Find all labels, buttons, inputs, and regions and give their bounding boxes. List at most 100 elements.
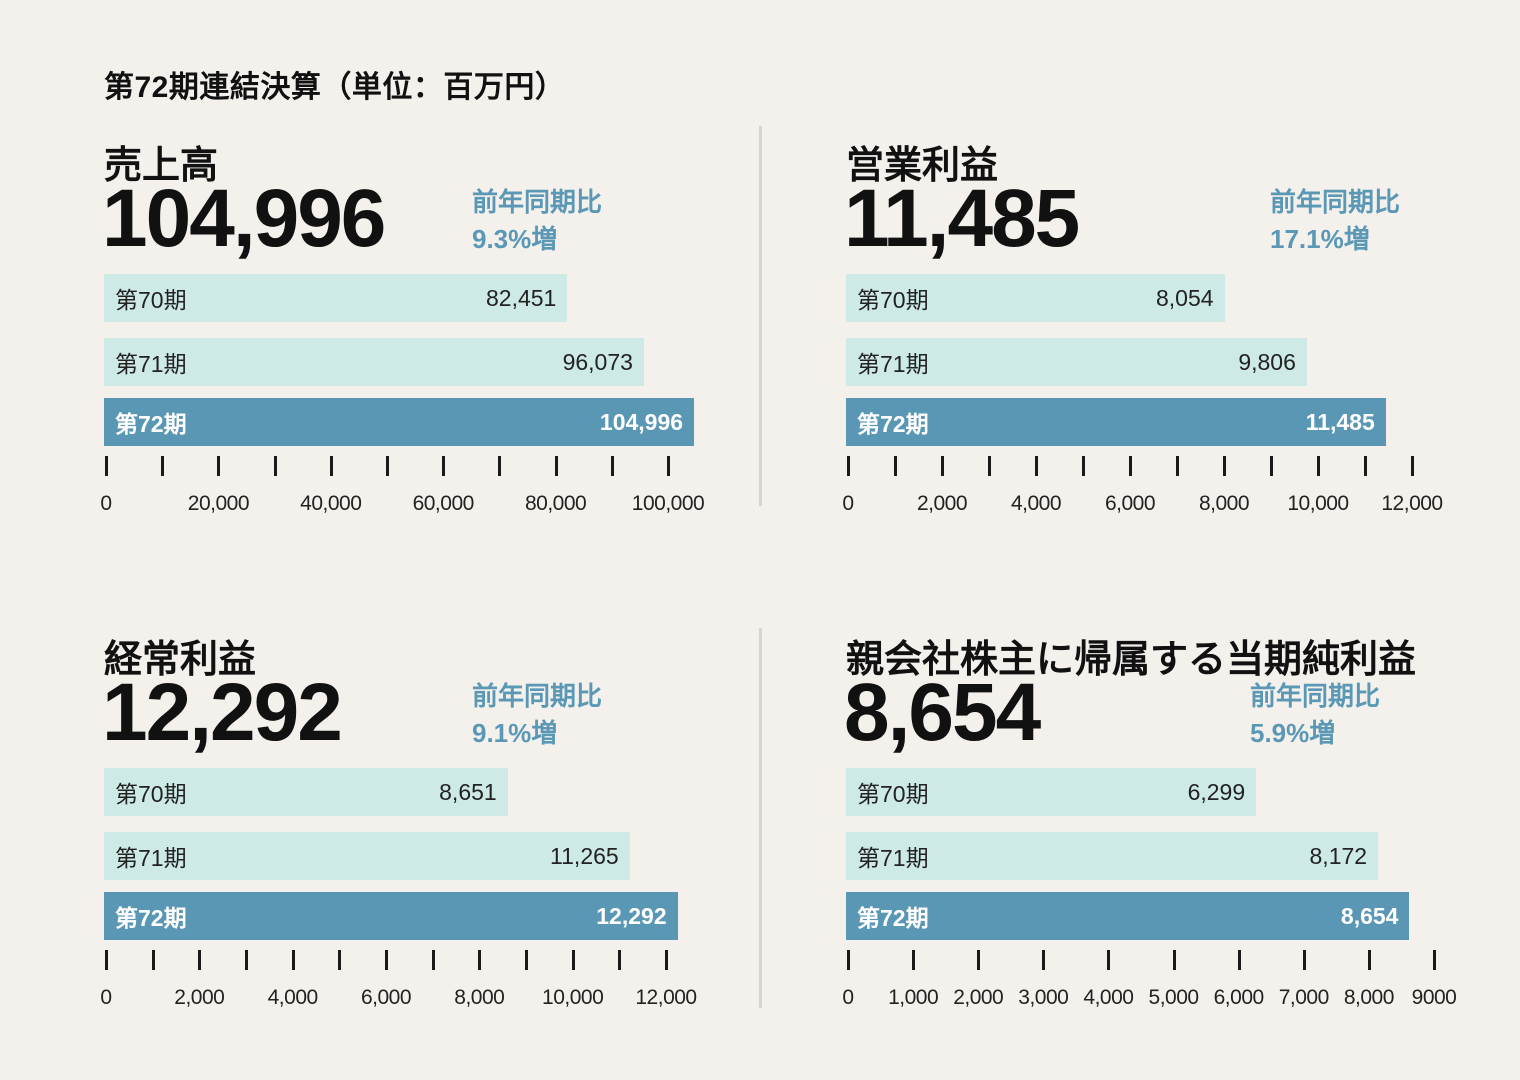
chart-title: 営業利益 [846,145,999,187]
bar-p70: 第70期 82,451 [104,274,568,322]
vertical-divider-top [759,126,762,506]
axis-tick-label: 4,000 [267,986,319,1009]
axis-tick-label: 6,000 [1213,986,1265,1009]
bar-value-label: 8,054 [1155,284,1214,311]
bar-category-label: 第71期 [857,351,929,377]
x-axis: 0 2,000 4,000 6,000 8,000 10,000 12,000 [100,950,744,1020]
axis-tick [1129,456,1132,476]
page-title: 第72期連結決算（単位：百万円） [104,71,566,104]
axis-tick [478,950,482,970]
axis-tick [610,456,614,476]
chart-title: 親会社株主に帰属する当期純利益 [846,639,1417,681]
bar-category-label: 第72期 [857,411,929,437]
bar-category-label: 第70期 [115,287,187,313]
axis-tick-label: 1,000 [888,986,939,1009]
axis-tick-label: 60,000 [412,492,475,515]
yoy-label: 前年同期比 [1270,187,1401,217]
axis-tick [554,456,558,476]
axis-tick-label: 40,000 [300,492,362,515]
bar-p70: 第70期 8,651 [104,768,508,816]
axis-tick [665,950,668,970]
axis-tick-label: 0 [842,986,854,1009]
x-axis: 0 1,000 2,000 3,000 4,000 5,000 6,000 7,000 8,00… [842,950,1486,1020]
axis-tick [571,950,575,970]
headline-value: 12,292 [102,667,343,758]
axis-tick [1367,950,1371,970]
axis-tick [1107,950,1111,970]
bar-value-label: 8,654 [1340,902,1399,929]
yoy-label: 前年同期比 [1250,681,1381,711]
axis-tick-label: 10,000 [542,986,604,1009]
axis-tick [894,456,897,476]
yoy-block: 前年同期比 5.9%増 [1250,678,1380,752]
yoy-value: 17.1%増 [1270,224,1370,254]
chart-title: 売上高 [104,145,219,187]
bar-value-label: 6,299 [1187,778,1246,805]
bar-value-label: 12,292 [596,902,667,929]
axis-tick-label: 6,000 [1104,492,1156,515]
yoy-value: 5.9%増 [1250,718,1336,748]
bar-category-label: 第72期 [115,411,187,437]
bar-value-label: 104,996 [599,408,684,435]
axis-tick [1176,456,1179,476]
axis-tick [1223,456,1226,476]
bar-value-label: 8,651 [439,778,497,805]
axis-tick [1042,950,1046,970]
bar-value-label: 11,265 [550,842,619,869]
axis-tick-label: 9000 [1411,986,1457,1009]
axis-tick [667,456,670,476]
bar-group: 第70期 82,451 第71期 96,073 第72期 104,996 [104,274,744,446]
chart-title: 経常利益 [104,639,257,681]
axis-tick [1317,456,1320,476]
axis-tick [912,950,916,970]
bar-category-label: 第71期 [115,845,187,871]
headline-value: 8,654 [844,667,1041,758]
axis-tick [386,456,389,476]
bar-p72: 第72期 104,996 [104,398,695,446]
axis-tick-label: 3,000 [1018,986,1069,1009]
axis-tick [525,950,528,970]
axis-tick [1364,456,1367,476]
axis-tick-label: 5,000 [1148,986,1200,1009]
axis-tick-label: 2,000 [174,986,225,1009]
axis-tick [1411,456,1414,476]
bar-value-label: 11,485 [1305,408,1375,435]
axis-tick [1035,456,1038,476]
chart-panel-operating-income: 営業利益 11,485 前年同期比 17.1%増 第70期 8,054 第71期 9,… [842,134,1486,554]
axis-tick-label: 8,000 [1343,986,1395,1009]
axis-tick [161,456,165,476]
bar-value-label: 96,073 [562,348,633,375]
yoy-block: 前年同期比 9.3%増 [472,184,602,258]
axis-tick [1270,456,1273,476]
axis-tick [977,950,981,970]
axis-tick [847,456,850,476]
axis-tick [941,456,944,476]
yoy-value: 9.1%増 [472,718,558,748]
axis-tick-label: 0 [100,492,112,515]
bar-group: 第70期 6,299 第71期 8,172 第72期 8,654 [846,768,1486,940]
yoy-label: 前年同期比 [472,187,603,217]
axis-tick [217,456,221,476]
axis-tick-label: 2,000 [916,492,968,515]
axis-tick-label: 8,000 [1198,492,1250,515]
bar-p71: 第71期 9,806 [846,338,1307,386]
chart-panel-ordinary-income: 経常利益 12,292 前年同期比 9.1%増 第70期 8,651 第71期 11,… [100,628,744,1048]
bar-p71: 第71期 11,265 [104,832,630,880]
axis-tick-label: 0 [100,986,112,1009]
bar-p72: 第72期 12,292 [104,892,678,940]
vertical-divider-bottom [759,628,762,1008]
yoy-label: 前年同期比 [472,681,603,711]
axis-tick [442,456,446,476]
axis-tick-label: 6,000 [360,986,412,1009]
bar-p71: 第71期 96,073 [104,338,644,386]
axis-tick [329,456,333,476]
x-axis: 0 2,000 4,000 6,000 8,000 10,000 12,000 [842,456,1486,526]
bar-value-label: 9,806 [1238,348,1296,375]
axis-tick [105,456,108,476]
bar-p70: 第70期 8,054 [846,274,1225,322]
bar-category-label: 第70期 [115,781,187,807]
axis-tick [338,950,342,970]
axis-tick [385,950,388,970]
bar-category-label: 第71期 [115,351,187,377]
chart-panel-net-income: 親会社株主に帰属する当期純利益 8,654 前年同期比 5.9%増 第70期 6,… [842,628,1486,1048]
